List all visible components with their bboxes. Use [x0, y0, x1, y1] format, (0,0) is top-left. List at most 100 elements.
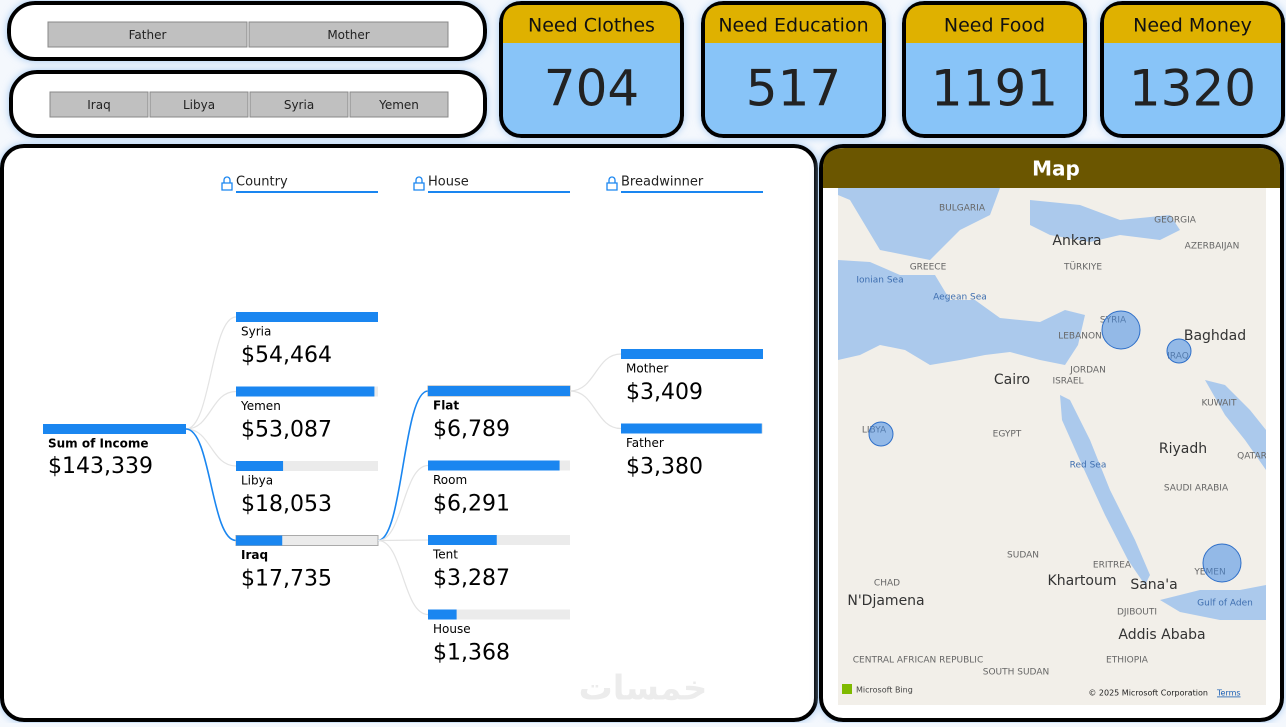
- map-label: BULGARIA: [939, 204, 986, 214]
- map-label: Sana'a: [1130, 577, 1177, 593]
- connector: [377, 539, 429, 542]
- slicer-button[interactable]: [248, 21, 449, 48]
- node-label: Flat: [433, 399, 459, 413]
- bar[interactable]: [236, 312, 378, 322]
- bing-logo: [842, 684, 852, 694]
- bar[interactable]: [428, 460, 560, 471]
- node-value: $3,380: [626, 455, 703, 480]
- water: [838, 188, 1000, 260]
- slicer-label: Father: [129, 28, 167, 42]
- water: [1060, 395, 1150, 585]
- node-label: Father: [626, 436, 664, 450]
- kpi-value: 517: [746, 60, 841, 118]
- map-label: Ionian Sea: [856, 276, 903, 286]
- map-bubble[interactable]: [868, 421, 894, 447]
- map-bubble[interactable]: [1101, 310, 1141, 350]
- map-terms[interactable]: Terms: [1216, 689, 1241, 698]
- slicer-button[interactable]: [149, 91, 249, 118]
- bar[interactable]: [428, 386, 570, 396]
- node-value: $3,287: [433, 566, 510, 591]
- water: [1160, 585, 1266, 620]
- map-label: GEORGIA: [1154, 216, 1197, 226]
- node-label: Libya: [241, 474, 273, 488]
- connector: [569, 353, 622, 392]
- connector: [377, 464, 429, 542]
- bar[interactable]: [236, 461, 284, 471]
- connector: [185, 316, 237, 430]
- bar[interactable]: [428, 609, 457, 620]
- node-label: Room: [433, 473, 467, 487]
- connector: [377, 390, 429, 542]
- kpi-title: Need Food: [944, 15, 1045, 37]
- watermark: خمسات: [579, 669, 708, 709]
- node-value: $53,087: [241, 418, 332, 443]
- map-label: CENTRAL AFRICAN REPUBLIC: [853, 656, 983, 666]
- map-label: Riyadh: [1159, 441, 1207, 457]
- kpi-header: [705, 5, 882, 43]
- map-label: N'Djamena: [847, 593, 924, 609]
- slicer-button[interactable]: [249, 91, 349, 118]
- slicer-button[interactable]: [49, 91, 149, 118]
- bar-track: [236, 461, 378, 471]
- map-label: DJIBOUTI: [1117, 608, 1157, 618]
- connector: [185, 428, 237, 467]
- level-header: Breadwinner: [621, 175, 704, 190]
- map-label: ETHIOPIA: [1106, 656, 1149, 666]
- node-label: House: [433, 622, 471, 636]
- map-label: ERITREA: [1093, 561, 1132, 571]
- water: [838, 260, 1085, 365]
- map-label: Red Sea: [1070, 461, 1107, 471]
- node-label: Tent: [432, 548, 458, 562]
- bar-track: [428, 609, 570, 620]
- node-value: $6,789: [433, 417, 510, 442]
- bar[interactable]: [428, 535, 497, 545]
- slicer-button[interactable]: [349, 91, 449, 118]
- slicer-label: Syria: [284, 98, 314, 112]
- map-bubble[interactable]: [1202, 543, 1242, 583]
- node-label: Mother: [626, 362, 668, 376]
- node-label: Iraq: [241, 548, 268, 562]
- level-header: Country: [236, 175, 288, 190]
- lock-icon: [413, 176, 425, 191]
- map-label: SOUTH SUDAN: [983, 668, 1049, 678]
- map: BULGARIA GEORGIA Ankara AZERBAIJAN GREECE TÜR…: [838, 188, 1267, 705]
- map-label: AZERBAIJAN: [1185, 242, 1240, 252]
- map-bubble[interactable]: [1166, 338, 1192, 364]
- map-label: TÜRKIYE: [1063, 262, 1102, 273]
- map-label: CHAD: [874, 579, 900, 589]
- kpi-header: [503, 5, 680, 43]
- node-value: $17,735: [241, 567, 332, 592]
- map-label: Cairo: [994, 372, 1030, 388]
- map-label: Baghdad: [1184, 328, 1246, 344]
- water: [1030, 200, 1180, 242]
- bing-label: Microsoft Bing: [856, 686, 913, 695]
- kpi-title: Need Money: [1133, 15, 1252, 37]
- map-label: LEBANON: [1058, 332, 1102, 342]
- map-label: KUWAIT: [1202, 399, 1237, 409]
- node-value: $3,409: [626, 380, 703, 405]
- bar[interactable]: [236, 386, 375, 397]
- map-label: Ankara: [1052, 233, 1101, 249]
- map-label: Addis Ababa: [1118, 627, 1205, 643]
- kpi-value: 1191: [931, 60, 1058, 118]
- kpi-value: 704: [544, 60, 639, 118]
- connector: [377, 539, 429, 616]
- lock-icon: [221, 176, 233, 191]
- map-title: Map: [1032, 157, 1080, 181]
- map-label: Khartoum: [1048, 573, 1117, 589]
- slicer-button[interactable]: [47, 21, 248, 48]
- bar[interactable]: [621, 349, 763, 359]
- kpi-header: [1104, 5, 1281, 43]
- bar[interactable]: [621, 423, 762, 434]
- slicer-label: Yemen: [378, 98, 419, 112]
- map-label: Gulf of Aden: [1197, 599, 1253, 609]
- kpi-header: [906, 5, 1083, 43]
- bar[interactable]: [236, 535, 283, 546]
- map-label: QATAR: [1237, 452, 1267, 462]
- connector: [185, 428, 237, 542]
- map-label: ISRAEL: [1052, 377, 1083, 387]
- node-value: $1,368: [433, 641, 510, 666]
- node-label: Syria: [241, 325, 271, 339]
- water: [1205, 380, 1266, 470]
